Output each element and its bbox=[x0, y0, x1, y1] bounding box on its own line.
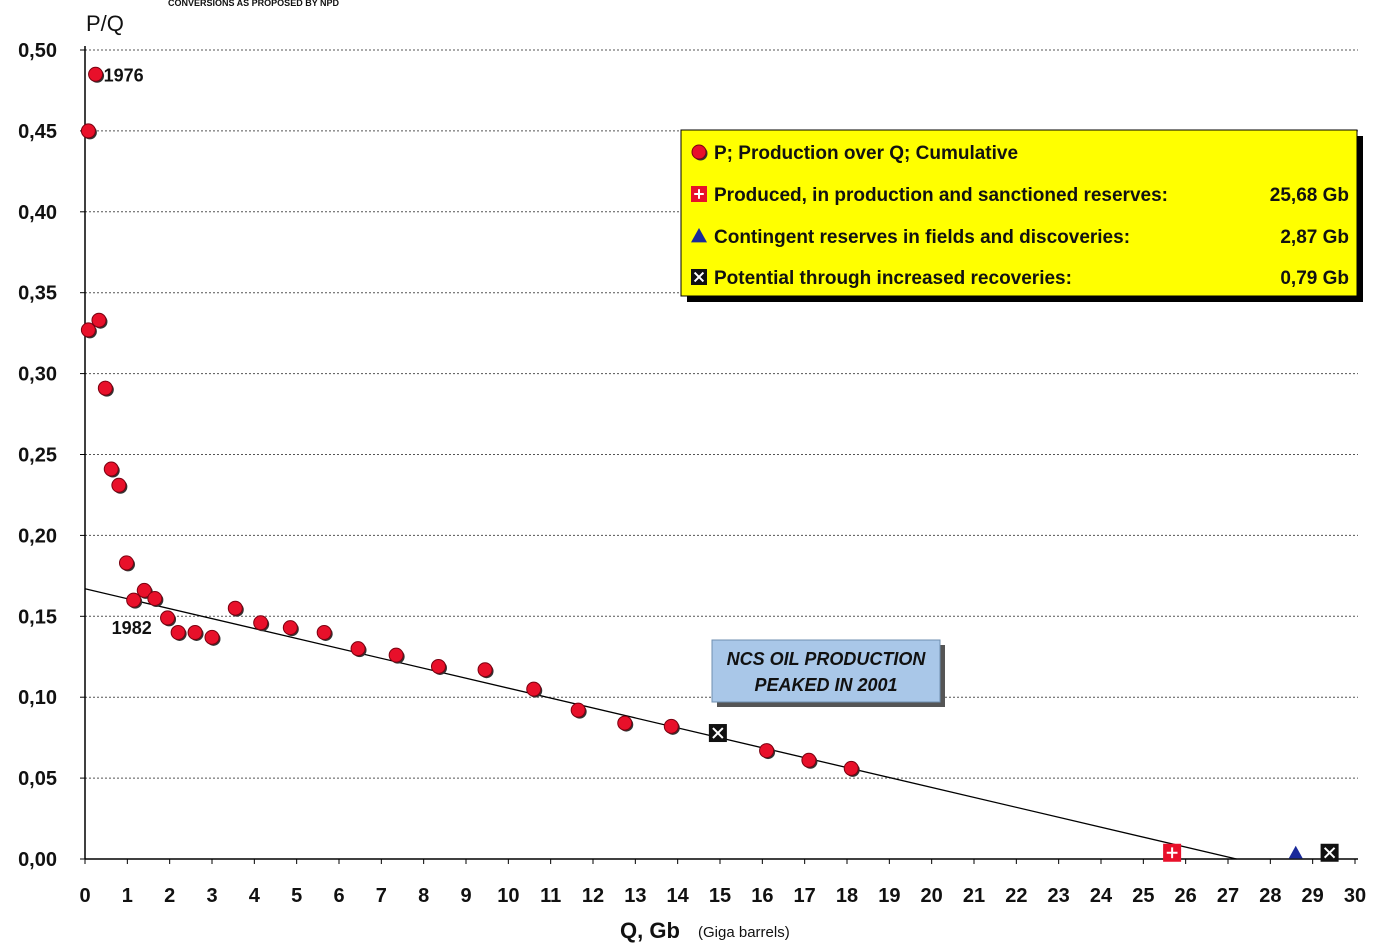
x-tick-label: 2 bbox=[164, 885, 175, 907]
x-tick-label: 28 bbox=[1259, 885, 1281, 907]
data-point-circle bbox=[148, 592, 162, 606]
data-point-circle bbox=[618, 716, 632, 730]
y-tick-label: 0,40 bbox=[18, 202, 57, 224]
x-tick-label: 0 bbox=[79, 885, 90, 907]
data-point-circle bbox=[92, 313, 106, 327]
legend-label: P; Production over Q; Cumulative bbox=[714, 143, 1018, 164]
data-point-circle bbox=[161, 611, 175, 625]
callout-line-1: NCS OIL PRODUCTION bbox=[727, 649, 927, 669]
x-axis-label: Q, Gb bbox=[620, 918, 680, 943]
x-axis-unit: (Giga barrels) bbox=[698, 924, 790, 941]
x-tick-label: 10 bbox=[497, 885, 519, 907]
x-tick-label: 20 bbox=[921, 885, 943, 907]
point-label: 1982 bbox=[112, 618, 152, 638]
x-tick-label: 24 bbox=[1090, 885, 1113, 907]
x-tick-label: 1 bbox=[122, 885, 133, 907]
y-tick-labels: 0,00 0,05 0,10 0,15 0,20 0,25 0,30 0,35 0,40 0,45… bbox=[18, 40, 57, 871]
legend-label: Produced, in production and sanctioned r… bbox=[714, 185, 1168, 206]
data-point-circle bbox=[104, 462, 118, 476]
x-tick-label: 18 bbox=[836, 885, 858, 907]
callout-line-2: PEAKED IN 2001 bbox=[754, 675, 897, 695]
data-point-circle bbox=[283, 621, 297, 635]
x-tick-label: 7 bbox=[376, 885, 387, 907]
data-point-circle bbox=[802, 753, 816, 767]
x-tick-label: 13 bbox=[624, 885, 646, 907]
data-point-circle bbox=[844, 761, 858, 775]
legend-label: Contingent reserves in fields and discov… bbox=[714, 227, 1130, 248]
y-tick-label: 0,25 bbox=[18, 445, 57, 467]
x-tick-label: 23 bbox=[1048, 885, 1070, 907]
data-point-circle bbox=[171, 625, 185, 639]
legend-marker-circle bbox=[692, 145, 706, 159]
x-tick-label: 17 bbox=[794, 885, 816, 907]
x-tick-label: 29 bbox=[1302, 885, 1324, 907]
data-point-circle bbox=[389, 648, 403, 662]
y-tick-label: 0,15 bbox=[18, 606, 57, 628]
y-tick-label: 0,45 bbox=[18, 121, 57, 143]
data-point-circle bbox=[478, 663, 492, 677]
data-point-circle bbox=[81, 124, 95, 138]
data-point-circle bbox=[205, 630, 219, 644]
data-point-circle bbox=[254, 616, 268, 630]
data-point-circle bbox=[119, 556, 133, 570]
x-tick-label: 11 bbox=[540, 885, 561, 907]
data-point-triangle bbox=[1289, 846, 1303, 859]
legend-value: 2,87 Gb bbox=[1280, 227, 1349, 248]
data-point-circle bbox=[89, 67, 103, 81]
x-tick-label: 27 bbox=[1217, 885, 1239, 907]
y-tick-label: 0,05 bbox=[18, 768, 57, 790]
point-annotations: 1976 1982 bbox=[104, 65, 152, 638]
data-point-circle bbox=[317, 625, 331, 639]
x-tick-label: 25 bbox=[1132, 885, 1154, 907]
legend-value: 0,79 Gb bbox=[1280, 268, 1349, 289]
data-point-circle bbox=[228, 601, 242, 615]
y-axis-label: P/Q bbox=[86, 11, 124, 36]
x-tick-label: 3 bbox=[206, 885, 217, 907]
data-point-circle bbox=[98, 381, 112, 395]
y-tick-label: 0,35 bbox=[18, 283, 57, 305]
y-tick-label: 0,50 bbox=[18, 40, 57, 62]
x-tick-label: 15 bbox=[709, 885, 731, 907]
data-point-circle bbox=[431, 659, 445, 673]
y-tick-label: 0,20 bbox=[18, 525, 57, 547]
legend: P; Production over Q; Cumulative Produced… bbox=[681, 130, 1363, 302]
x-tick-label: 22 bbox=[1005, 885, 1027, 907]
y-tick-label: 0,10 bbox=[18, 687, 57, 709]
data-point-circle bbox=[112, 478, 126, 492]
data-point-circle bbox=[571, 703, 585, 717]
x-tick-label: 26 bbox=[1175, 885, 1197, 907]
x-tick-label: 21 bbox=[963, 885, 985, 907]
data-point-circle bbox=[527, 682, 541, 696]
x-tick-labels: 0 1 2 3 4 5 6 7 8 9 10 11 12 13 14 15 16 17 18 19 20 21 22 23 24… bbox=[79, 885, 1366, 907]
header-note: CONVERSIONS AS PROPOSED BY NPD bbox=[168, 0, 340, 8]
point-label: 1976 bbox=[104, 65, 144, 85]
x-tick-label: 6 bbox=[333, 885, 344, 907]
data-point-circle bbox=[188, 625, 202, 639]
x-axis-title: Q, Gb (Giga barrels) bbox=[620, 918, 790, 943]
data-point-circle bbox=[351, 642, 365, 656]
y-tick-label: 0,00 bbox=[18, 849, 57, 871]
x-tick-label: 30 bbox=[1344, 885, 1366, 907]
legend-label: Potential through increased recoveries: bbox=[714, 268, 1072, 289]
x-tick-label: 16 bbox=[751, 885, 773, 907]
data-point-circle bbox=[664, 719, 678, 733]
legend-value: 25,68 Gb bbox=[1270, 185, 1349, 206]
x-tick-label: 8 bbox=[418, 885, 429, 907]
y-tick-label: 0,30 bbox=[18, 364, 57, 386]
data-point-circle bbox=[760, 744, 774, 758]
x-tick-label: 12 bbox=[582, 885, 604, 907]
callout-box: NCS OIL PRODUCTION PEAKED IN 2001 bbox=[712, 640, 945, 707]
x-tick-label: 4 bbox=[249, 885, 261, 907]
x-tick-label: 5 bbox=[291, 885, 302, 907]
x-tick-label: 19 bbox=[878, 885, 900, 907]
x-tick-label: 14 bbox=[667, 885, 690, 907]
x-tick-label: 9 bbox=[460, 885, 471, 907]
